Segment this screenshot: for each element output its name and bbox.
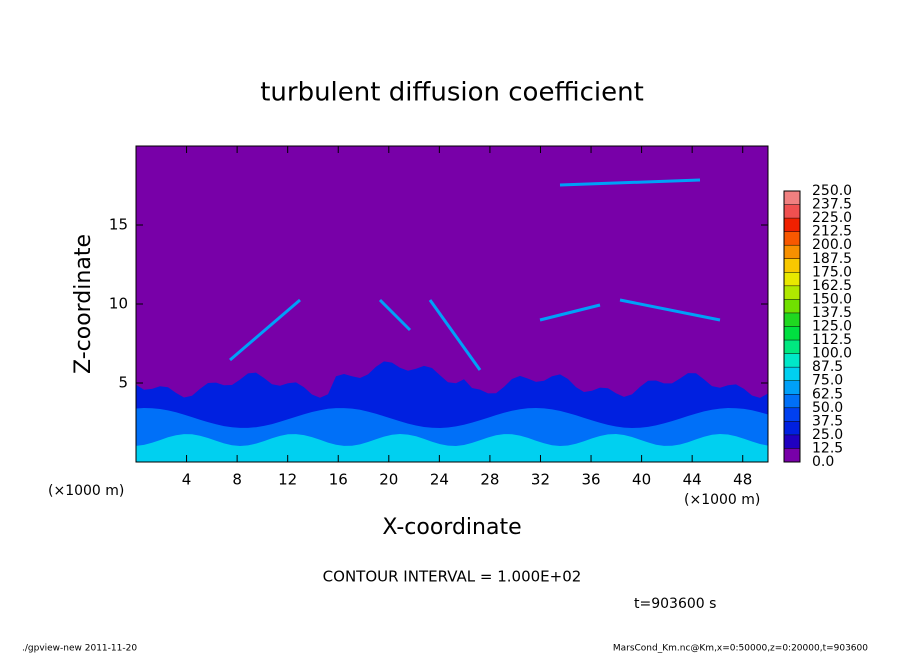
colorbar-label: 125.0 (812, 319, 852, 335)
colorbar-segment (784, 353, 800, 368)
colorbar-label: 175.0 (812, 264, 852, 280)
colorbar-segment (784, 407, 800, 422)
field-streak (229, 298, 301, 362)
x-tick-label: 4 (182, 471, 192, 489)
colorbar-label: 37.5 (812, 413, 843, 429)
colorbar-label: 250.0 (812, 183, 852, 199)
colorbar-label: 212.5 (812, 224, 852, 240)
field-streak (619, 298, 721, 322)
colorbar-segment (784, 218, 800, 232)
colorbar-segment (784, 340, 800, 354)
field-region (136, 434, 768, 462)
colorbar-segment (784, 191, 800, 205)
colorbar-label: 62.5 (812, 386, 843, 402)
time-label: t=903600 s (634, 596, 716, 612)
y-tick-label: 15 (109, 216, 128, 234)
colorbar-label: 87.5 (812, 359, 843, 375)
colorbar-label: 150.0 (812, 291, 852, 307)
x-tick-label: 28 (480, 471, 499, 489)
colorbar-segment (784, 421, 800, 435)
colorbar-label: 100.0 (812, 346, 852, 362)
colorbar-segment (784, 285, 800, 300)
x-unit-label: (×1000 m) (48, 483, 124, 499)
colorbar-segment (784, 272, 800, 286)
colorbar-label: 12.5 (812, 440, 843, 456)
colorbar-label: 25.0 (812, 427, 843, 443)
colorbar-segment (784, 258, 800, 273)
colorbar-segment (784, 326, 800, 341)
colorbar-segment (784, 394, 800, 408)
x-tick-label: 44 (683, 471, 702, 489)
x-unit-label: (×1000 m) (684, 492, 760, 508)
colorbar-label: 0.0 (812, 454, 834, 470)
colorbar-segment (784, 299, 800, 313)
x-tick-label: 40 (632, 471, 651, 489)
x-axis-label: X-coordinate (382, 515, 521, 540)
contour-interval: CONTOUR INTERVAL = 1.000E+02 (323, 568, 582, 586)
x-tick-label: 24 (430, 471, 449, 489)
x-tick-label: 16 (329, 471, 348, 489)
colorbar-segment (784, 312, 800, 327)
colorbar-label: 137.5 (812, 305, 852, 321)
colorbar-label: 200.0 (812, 237, 852, 253)
field-streak (559, 178, 701, 187)
colorbar-label: 112.5 (812, 332, 852, 348)
x-tick-label: 36 (581, 471, 600, 489)
x-tick-label: 32 (531, 471, 550, 489)
colorbar-segment (784, 434, 800, 449)
colorbar-segment (784, 367, 800, 381)
colorbar-label: 187.5 (812, 251, 852, 267)
x-tick-label: 12 (278, 471, 297, 489)
colorbar-segment (784, 380, 800, 395)
y-axis-label: Z-coordinate (71, 234, 96, 374)
field-streak (378, 298, 412, 332)
field-streak (539, 303, 601, 322)
colorbar-segment (784, 448, 800, 462)
chart-title: turbulent diffusion coefficient (260, 78, 644, 108)
x-tick-label: 48 (733, 471, 752, 489)
colorbar-label: 162.5 (812, 278, 852, 294)
x-tick-label: 20 (379, 471, 398, 489)
colorbar-segment (784, 245, 800, 259)
colorbar-label: 50.0 (812, 400, 843, 416)
colorbar-label: 75.0 (812, 373, 843, 389)
y-tick-label: 5 (118, 374, 128, 392)
colorbar-label: 237.5 (812, 197, 852, 213)
field-streak (428, 299, 482, 371)
x-tick-label: 8 (232, 471, 242, 489)
colorbar-segment (784, 204, 800, 219)
footer-left: ./gpview-new 2011-11-20 (22, 644, 137, 654)
footer-right: MarsCond_Km.nc@Km,x=0:50000,z=0:20000,t=… (613, 644, 868, 654)
colorbar-label: 225.0 (812, 210, 852, 226)
colorbar-segment (784, 231, 800, 246)
y-tick-label: 10 (109, 295, 128, 313)
